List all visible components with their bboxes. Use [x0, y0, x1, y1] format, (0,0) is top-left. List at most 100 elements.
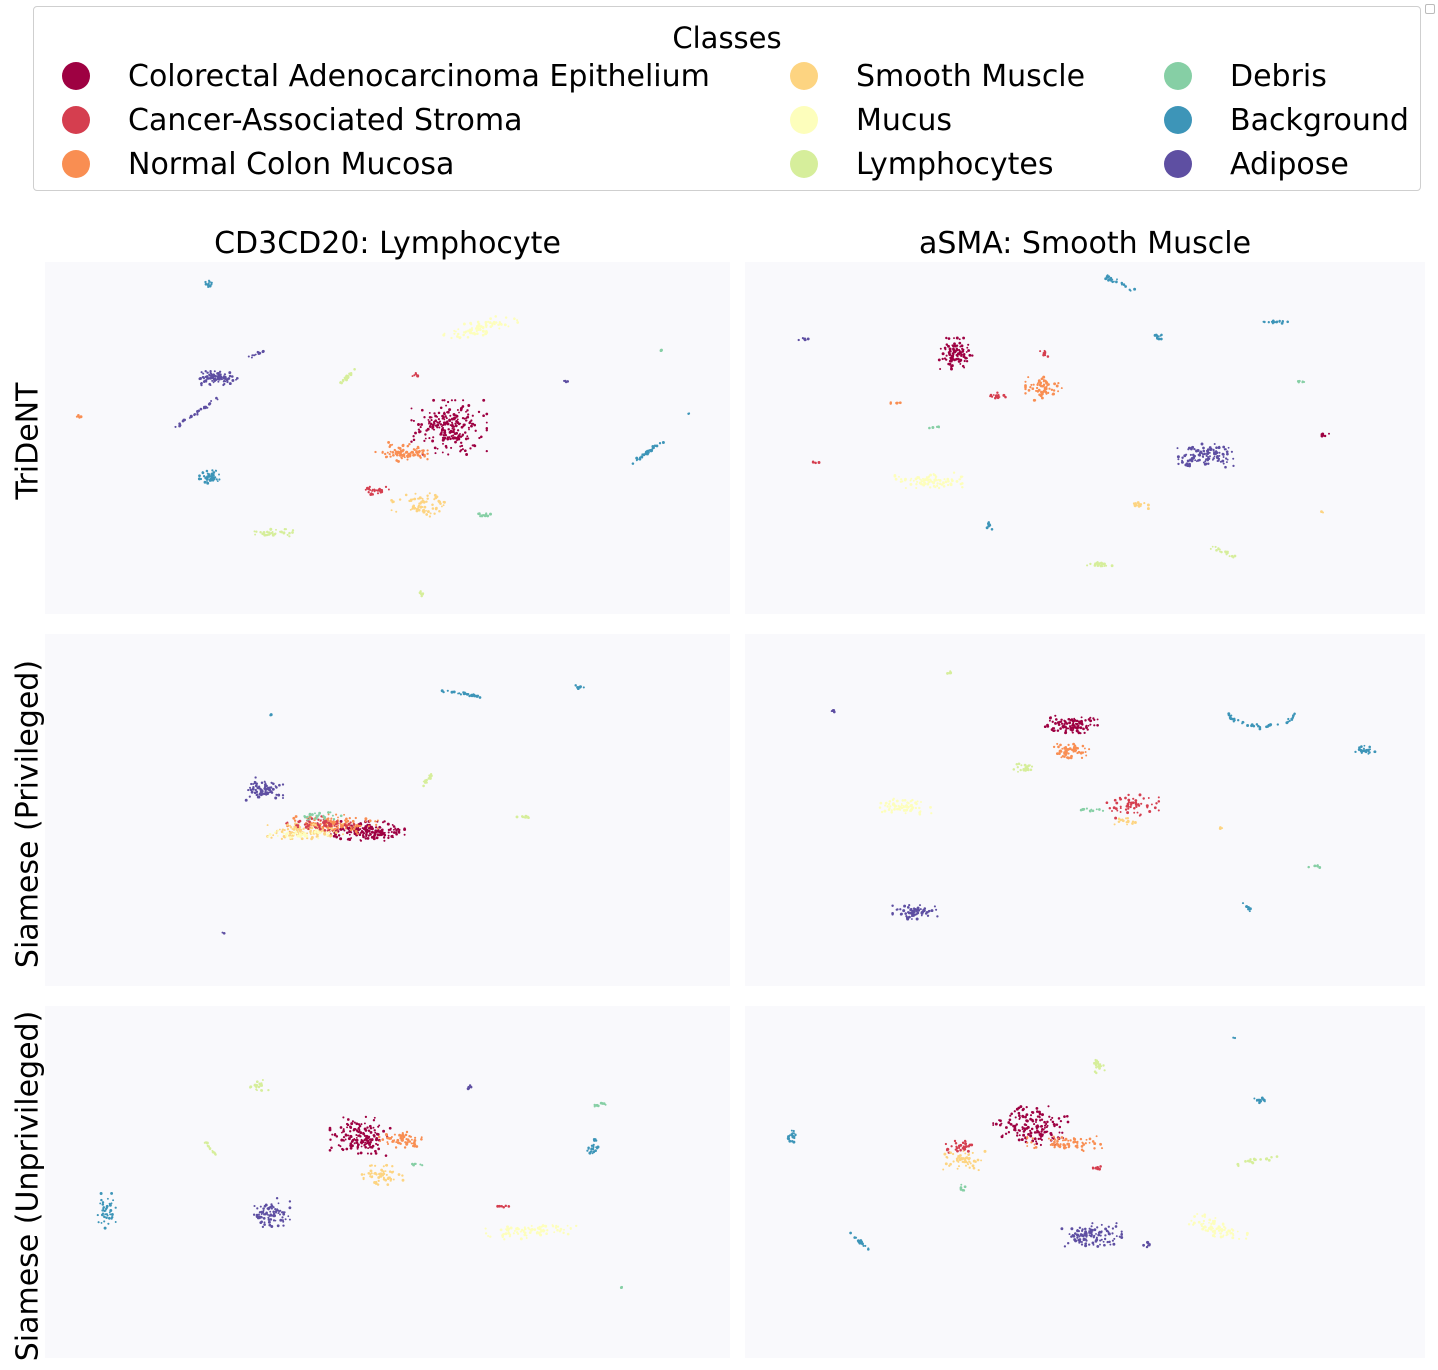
scatter-point	[442, 426, 444, 429]
scatter-point	[948, 347, 952, 351]
scatter-point	[107, 1216, 111, 1220]
scatter-point	[377, 1176, 381, 1179]
scatter-point	[1040, 392, 1043, 395]
scatter-point	[1286, 320, 1289, 324]
scatter-point	[556, 1228, 559, 1232]
scatter-point	[1222, 453, 1225, 456]
scatter-point	[197, 409, 201, 413]
scatter-point	[1242, 721, 1245, 724]
scatter-point	[369, 1169, 373, 1173]
scatter-point	[377, 1125, 380, 1128]
scatter-point	[1022, 1133, 1026, 1137]
scatter-point	[379, 1140, 382, 1143]
scatter-point	[346, 819, 350, 823]
scatter-point	[286, 533, 289, 536]
scatter-point	[1209, 1227, 1212, 1231]
scatter-point	[904, 812, 907, 815]
scatter-point	[905, 805, 909, 809]
scatter-point	[281, 828, 285, 831]
scatter-point	[1153, 806, 1157, 810]
scatter-point	[967, 1144, 970, 1148]
scatter-point	[254, 533, 257, 536]
scatter-point	[1120, 1236, 1124, 1239]
scatter-point	[1221, 827, 1224, 830]
scatter-point	[1201, 455, 1205, 458]
scatter-point	[485, 449, 488, 453]
scatter-point	[1209, 547, 1212, 550]
scatter-point	[451, 421, 453, 424]
scatter-point	[910, 909, 913, 912]
scatter-point	[409, 453, 412, 457]
scatter-point	[432, 428, 436, 431]
scatter-point	[337, 816, 339, 819]
scatter-point	[942, 484, 946, 488]
scatter-point	[1093, 724, 1096, 727]
scatter-point	[1052, 1135, 1055, 1138]
scatter-point	[204, 280, 207, 284]
scatter-point	[1072, 1234, 1076, 1238]
scatter-point	[1232, 457, 1235, 460]
scatter-point	[253, 530, 256, 533]
scatter-point	[1265, 1157, 1269, 1160]
scatter-point	[447, 428, 450, 431]
scatter-point	[313, 830, 317, 834]
scatter-point	[339, 814, 343, 818]
scatter-point	[1024, 1127, 1027, 1130]
scatter-point	[211, 469, 214, 472]
scatter-point	[1100, 1147, 1104, 1150]
scatter-point	[953, 342, 956, 346]
scatter-point	[208, 279, 210, 282]
scatter-point	[256, 1207, 259, 1210]
scatter-point	[972, 1159, 976, 1163]
scatter-point	[396, 450, 399, 453]
scatter-point	[281, 783, 285, 786]
scatter-point	[956, 1167, 959, 1170]
scatter-point	[862, 1244, 865, 1247]
scatter-point	[933, 905, 936, 908]
scatter-point	[260, 788, 263, 792]
scatter-point	[409, 508, 412, 511]
scatter-point	[504, 1204, 508, 1208]
scatter-point	[915, 483, 918, 486]
scatter-point	[443, 500, 446, 504]
scatter-point	[1082, 1149, 1085, 1153]
scatter-point	[957, 1165, 961, 1168]
scatter-point	[287, 831, 290, 834]
scatter-point	[563, 379, 566, 382]
scatter-point	[1004, 1126, 1008, 1129]
scatter-point	[1181, 456, 1184, 459]
scatter-point	[1187, 1223, 1191, 1226]
scatter-point	[99, 1202, 102, 1205]
scatter-point	[1038, 1110, 1041, 1114]
scatter-point	[367, 491, 370, 494]
scatter-point	[334, 823, 337, 826]
scatter-point	[317, 824, 320, 827]
scatter-point	[210, 400, 213, 402]
scatter-point	[1059, 720, 1062, 724]
scatter-point	[465, 453, 469, 456]
scatter-point	[1036, 382, 1039, 385]
scatter-point	[401, 1132, 404, 1135]
scatter-point	[352, 822, 356, 826]
scatter-point	[433, 493, 437, 497]
scatter-point	[992, 394, 995, 396]
scatter-point	[235, 378, 237, 381]
scatter-point	[921, 477, 925, 480]
row-label-siamese-privileged: Siamese (Privileged)	[10, 659, 46, 969]
scatter-point	[449, 414, 452, 417]
scatter-point	[507, 325, 510, 328]
scatter-point	[213, 476, 217, 479]
legend-title: Classes	[672, 21, 782, 55]
scatter-point	[452, 428, 456, 431]
scatter-point	[516, 321, 520, 324]
scatter-point	[413, 1140, 416, 1144]
scatter-point	[274, 1219, 277, 1222]
scatter-point	[541, 1224, 545, 1228]
scatter-point	[257, 795, 261, 799]
scatter-point	[957, 1144, 961, 1148]
scatter-point	[431, 507, 435, 510]
scatter-point	[1115, 1222, 1118, 1225]
scatter-point	[367, 1147, 370, 1150]
scatter-point	[1190, 459, 1194, 463]
scatter-point	[445, 417, 448, 420]
